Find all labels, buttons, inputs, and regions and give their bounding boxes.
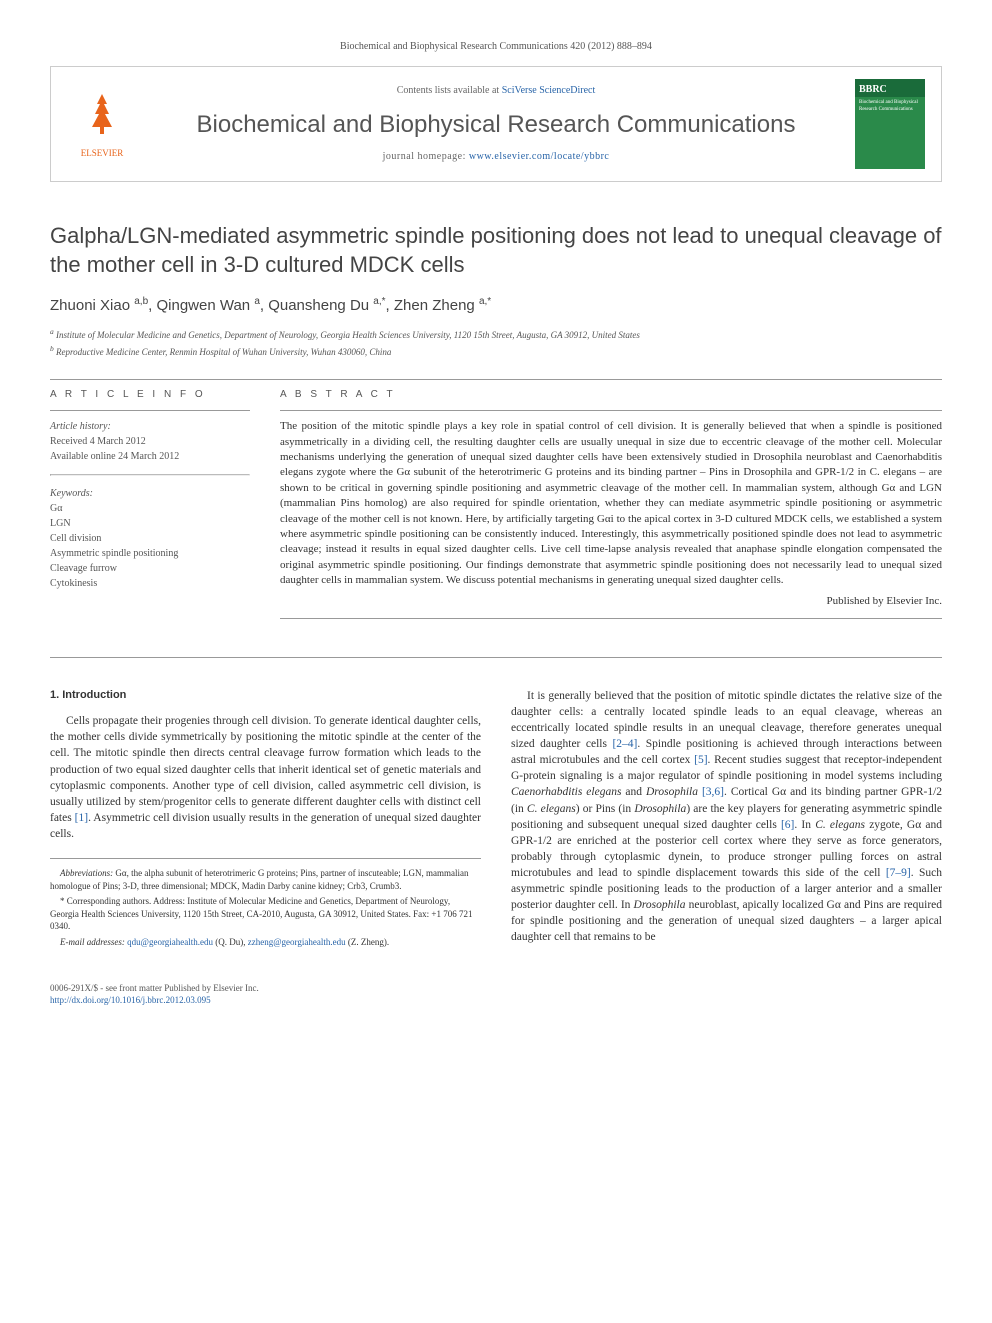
email-link-1[interactable]: qdu@georgiahealth.edu xyxy=(127,937,213,947)
citation: Biochemical and Biophysical Research Com… xyxy=(50,40,942,54)
left-column: 1. Introduction Cells propagate their pr… xyxy=(50,688,481,952)
article-title: Galpha/LGN-mediated asymmetric spindle p… xyxy=(50,222,942,279)
contents-prefix: Contents lists available at xyxy=(397,85,502,96)
received-date: Received 4 March 2012 xyxy=(50,434,250,449)
emails: E-mail addresses: qdu@georgiahealth.edu … xyxy=(50,936,481,949)
intro-p1: Cells propagate their progenies through … xyxy=(50,713,481,842)
cover-fulltitle: Biochemical and Biophysical Research Com… xyxy=(859,99,921,113)
journal-header: ELSEVIER Contents lists available at Sci… xyxy=(50,66,942,182)
email-link-2[interactable]: zzheng@georgiahealth.edu xyxy=(248,937,346,947)
article-history: Article history: Received 4 March 2012 A… xyxy=(50,419,250,591)
affiliation-a: a Institute of Molecular Medicine and Ge… xyxy=(50,326,942,343)
info-heading: A R T I C L E I N F O xyxy=(50,388,250,402)
abstract-heading: A B S T R A C T xyxy=(280,388,942,402)
elsevier-logo: ELSEVIER xyxy=(67,89,137,159)
footnotes: Abbreviations: Gα, the alpha subunit of … xyxy=(50,858,481,949)
journal-cover: BBRC Biochemical and Biophysical Researc… xyxy=(855,79,925,169)
right-column: It is generally believed that the positi… xyxy=(511,688,942,952)
section-heading: 1. Introduction xyxy=(50,688,481,703)
abbreviations: Abbreviations: Gα, the alpha subunit of … xyxy=(50,867,481,892)
divider xyxy=(50,379,942,380)
affiliation-b: b Reproductive Medicine Center, Renmin H… xyxy=(50,343,942,360)
article-info-column: A R T I C L E I N F O Article history: R… xyxy=(50,388,250,627)
abstract-column: A B S T R A C T The position of the mito… xyxy=(280,388,942,627)
divider xyxy=(50,657,942,658)
keywords-list: GαLGNCell divisionAsymmetric spindle pos… xyxy=(50,501,250,591)
header-center: Contents lists available at SciVerse Sci… xyxy=(137,84,855,164)
keywords-label: Keywords: xyxy=(50,486,250,501)
journal-name: Biochemical and Biophysical Research Com… xyxy=(137,108,855,142)
homepage-line: journal homepage: www.elsevier.com/locat… xyxy=(137,150,855,164)
history-label: Article history: xyxy=(50,419,250,434)
abstract-text: The position of the mitotic spindle play… xyxy=(280,419,942,610)
contents-line: Contents lists available at SciVerse Sci… xyxy=(137,84,855,98)
copyright-line: 0006-291X/$ - see front matter Published… xyxy=(50,983,259,993)
sciencedirect-link[interactable]: SciVerse ScienceDirect xyxy=(502,85,596,96)
homepage-link[interactable]: www.elsevier.com/locate/ybbrc xyxy=(469,151,609,162)
elsevier-tree-icon xyxy=(77,89,127,139)
footer: 0006-291X/$ - see front matter Published… xyxy=(50,982,942,1007)
affiliations: a Institute of Molecular Medicine and Ge… xyxy=(50,326,942,359)
body-columns: 1. Introduction Cells propagate their pr… xyxy=(50,688,942,952)
publisher-name: ELSEVIER xyxy=(81,148,124,158)
doi-link[interactable]: http://dx.doi.org/10.1016/j.bbrc.2012.03… xyxy=(50,995,211,1005)
authors: Zhuoni Xiao a,b, Qingwen Wan a, Quanshen… xyxy=(50,295,942,316)
abstract-body: The position of the mitotic spindle play… xyxy=(280,420,942,586)
homepage-prefix: journal homepage: xyxy=(383,151,469,162)
corresponding: * Corresponding authors. Address: Instit… xyxy=(50,895,481,933)
online-date: Available online 24 March 2012 xyxy=(50,449,250,464)
cover-abbrev: BBRC xyxy=(859,83,921,97)
intro-p2: It is generally believed that the positi… xyxy=(511,688,942,946)
abstract-publisher: Published by Elsevier Inc. xyxy=(280,594,942,609)
